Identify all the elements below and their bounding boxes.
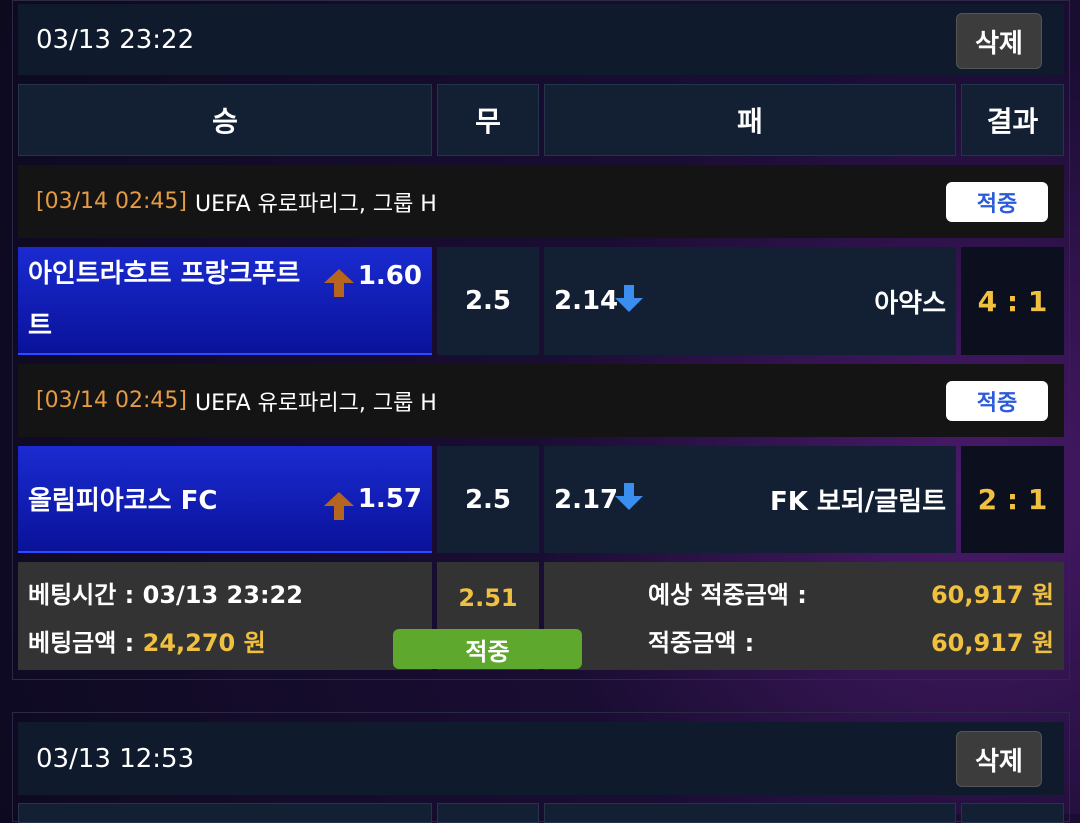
bet-header: 03/13 23:22 삭제 bbox=[18, 4, 1064, 75]
col-draw: 무 bbox=[437, 84, 539, 156]
expected-amount: 60,917 원 bbox=[930, 580, 1054, 609]
league-name: UEFA 유로파리그, 그룹 H bbox=[194, 191, 437, 217]
match-time: [03/14 02:45] bbox=[36, 388, 187, 413]
bet-info: 베팅시간 : 03/13 23:22 베팅금액 : 24,270 원 bbox=[18, 562, 432, 670]
away-team: FK 보되/글림트 bbox=[769, 487, 946, 517]
bet-datetime: 03/13 23:22 bbox=[36, 24, 195, 55]
arrow-down-icon bbox=[615, 483, 644, 510]
col-win: 승 bbox=[18, 84, 432, 156]
col-result: 결과 bbox=[961, 84, 1064, 156]
away-odds-cell[interactable]: 2.14 아약스 bbox=[544, 247, 956, 355]
draw-odds[interactable]: 2.5 bbox=[437, 446, 539, 553]
bet-amount: 24,270 원 bbox=[142, 628, 266, 657]
status-badge: 적중 bbox=[946, 181, 1048, 222]
league-row: [03/14 02:45] UEFA 유로파리그, 그룹 H 적중 bbox=[18, 165, 1064, 238]
bet-amount-label: 베팅금액 : bbox=[28, 628, 135, 657]
payout-info: 예상 적중금액 : 60,917 원 적중금액 : 60,917 원 bbox=[544, 562, 1064, 670]
league-row: [03/14 02:45] UEFA 유로파리그, 그룹 H 적중 bbox=[18, 364, 1064, 437]
bet-time: 03/13 23:22 bbox=[142, 580, 303, 609]
away-odds: 2.17 bbox=[554, 484, 619, 515]
bet-card bbox=[12, 0, 1070, 680]
arrow-down-icon bbox=[615, 284, 644, 312]
away-odds: 2.14 bbox=[554, 286, 619, 316]
match-time: [03/14 02:45] bbox=[36, 189, 187, 214]
home-team: 아인트라흐트 프랑크푸르트 bbox=[28, 259, 301, 341]
col-win bbox=[18, 803, 432, 823]
league-name: UEFA 유로파리그, 그룹 H bbox=[194, 390, 437, 416]
col-result bbox=[961, 803, 1064, 823]
delete-button[interactable]: 삭제 bbox=[956, 731, 1042, 787]
bet-datetime: 03/13 12:53 bbox=[36, 743, 195, 774]
score: 4 : 1 bbox=[961, 247, 1064, 355]
away-team: 아약스 bbox=[874, 288, 946, 319]
col-lose: 패 bbox=[544, 84, 956, 156]
bet-time-label: 베팅시간 : bbox=[28, 580, 135, 609]
away-odds-cell[interactable]: 2.17 FK 보되/글림트 bbox=[544, 446, 956, 553]
home-odds-cell[interactable]: 아인트라흐트 프랑크푸르트 1.60 bbox=[18, 247, 432, 355]
home-odds-cell[interactable]: 올림피아코스 FC 1.57 bbox=[18, 446, 432, 553]
status-badge: 적중 bbox=[946, 380, 1048, 421]
home-odds: 1.60 bbox=[357, 261, 422, 291]
won-amount: 60,917 원 bbox=[930, 628, 1054, 657]
delete-button[interactable]: 삭제 bbox=[956, 13, 1042, 69]
draw-odds[interactable]: 2.5 bbox=[437, 247, 539, 355]
result-badge: 적중 bbox=[393, 629, 582, 669]
col-draw bbox=[437, 803, 539, 823]
won-label: 적중금액 : bbox=[648, 628, 755, 657]
home-odds: 1.57 bbox=[357, 483, 422, 514]
expected-label: 예상 적중금액 : bbox=[648, 580, 807, 609]
arrow-up-icon bbox=[323, 491, 354, 520]
arrow-up-icon bbox=[323, 269, 354, 297]
bet-header: 03/13 12:53 삭제 bbox=[18, 722, 1064, 795]
score: 2 : 1 bbox=[961, 446, 1064, 553]
col-lose bbox=[544, 803, 956, 823]
home-team: 올림피아코스 FC bbox=[28, 486, 218, 516]
